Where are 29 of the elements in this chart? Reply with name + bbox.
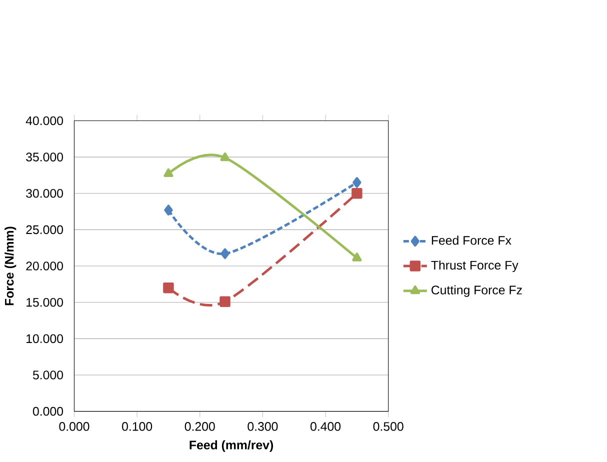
y-tick-label: 5.000 <box>32 370 64 380</box>
legend-label: Cutting Force Fz <box>432 285 522 297</box>
legend-label: Feed Force Fx <box>432 236 512 245</box>
x-tick-label: 0.400 <box>310 422 341 431</box>
y-tick-label: 35.000 <box>26 152 64 162</box>
x-tick-label: 0.100 <box>122 422 152 431</box>
y-tick-label: 0.000 <box>32 406 64 416</box>
point <box>163 282 174 294</box>
point <box>220 152 230 161</box>
y-tick-label: 30.000 <box>26 188 64 198</box>
x-tick-label: 0.300 <box>248 422 278 431</box>
y-axis-title: Force (N/mm) <box>4 226 16 306</box>
point <box>352 188 362 199</box>
point <box>352 176 362 188</box>
point <box>164 168 174 177</box>
y-tick-label: 20.000 <box>26 262 64 270</box>
point <box>352 252 362 262</box>
legend-label: Thrust Force Fy <box>431 260 518 272</box>
point <box>220 248 230 259</box>
x-tick-label: 0.200 <box>184 422 215 431</box>
y-tick-label: 25.000 <box>26 225 64 234</box>
x-tick-label: 0.500 <box>373 422 404 431</box>
point <box>164 204 173 216</box>
point <box>220 296 230 307</box>
y-tick-label: 15.000 <box>26 298 64 307</box>
x-axis-title: Feed (mm/rev) <box>190 440 274 452</box>
x-tick-label: 0.000 <box>59 422 90 431</box>
y-tick-label: 10.000 <box>26 334 64 343</box>
y-tick-label: 40.000 <box>26 116 64 125</box>
